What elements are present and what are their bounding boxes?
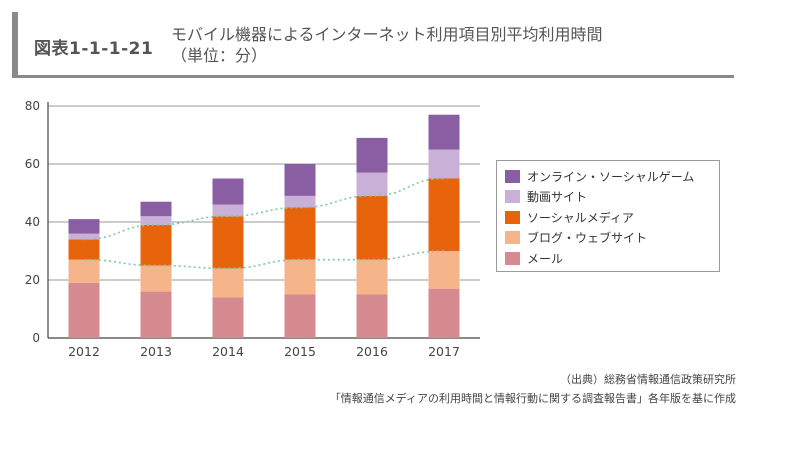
- legend-label-0: メール: [527, 251, 564, 266]
- bar-2012-series-2: [68, 239, 100, 260]
- bar-2016-series-0: [356, 294, 388, 338]
- y-tick-label-20: 20: [25, 273, 40, 287]
- legend-item-1: ブログ・ウェブサイト: [505, 228, 719, 249]
- bar-2015-series-1: [284, 259, 316, 295]
- bar-2013-series-3: [140, 216, 172, 225]
- bar-2017-series-0: [428, 288, 460, 338]
- bar-2017-series-4: [428, 114, 460, 150]
- trend-line-1: [83, 177, 445, 241]
- trend-line-0: [83, 250, 445, 270]
- legend-label-2: ソーシャルメディア: [527, 210, 634, 225]
- source-line-1: （出典）総務省情報通信政策研究所: [560, 373, 736, 386]
- bar-2014-series-3: [212, 204, 244, 217]
- bar-2016-series-2: [356, 195, 388, 260]
- bar-2012-series-4: [68, 219, 100, 234]
- legend-swatch-4: [505, 169, 520, 183]
- legend-item-2: ソーシャルメディア: [505, 207, 719, 228]
- bar-2015-series-0: [284, 294, 316, 338]
- bar-2013-series-0: [140, 291, 172, 338]
- x-tick-label-2013: 2013: [140, 344, 172, 359]
- y-tick-label-60: 60: [25, 157, 40, 171]
- x-tick-label-2016: 2016: [356, 344, 388, 359]
- bar-2013-series-2: [140, 224, 172, 266]
- bar-2014-series-4: [212, 178, 244, 205]
- bar-2014-series-0: [212, 297, 244, 338]
- figure-number: 図表1-1-1-21: [34, 39, 154, 59]
- figure-title-unit: （単位：分）: [171, 46, 268, 65]
- source-note: （出典）総務省情報通信政策研究所 「情報通信メディアの利用時間と情報行動に関する…: [330, 370, 736, 408]
- bar-2015-series-4: [284, 164, 316, 196]
- x-tick-label-2017: 2017: [428, 344, 460, 359]
- bar-2014-series-2: [212, 216, 244, 269]
- chart-legend: オンライン・ソーシャルゲーム 動画サイトソーシャルメディア ブログ・ウェブサイト メー…: [496, 160, 720, 272]
- bar-2016-series-4: [356, 137, 388, 173]
- x-tick-label-2014: 2014: [212, 344, 244, 359]
- bar-2014-series-1: [212, 268, 244, 298]
- bar-2012-series-0: [68, 282, 100, 338]
- bar-2017-series-1: [428, 251, 460, 289]
- legend-item-0: メール: [505, 248, 719, 269]
- y-tick-label-0: 0: [32, 331, 40, 345]
- figure-header: 図表1-1-1-21 モバイル機器によるインターネット利用項目別平均利用時間 （…: [12, 12, 734, 78]
- bar-2012-series-3: [68, 233, 100, 240]
- legend-label-1: ブログ・ウェブサイト: [527, 231, 648, 246]
- y-tick-label-40: 40: [25, 215, 40, 229]
- bar-2015-series-2: [284, 207, 316, 260]
- legend-swatch-2: [505, 210, 520, 224]
- figure-title: モバイル機器によるインターネット利用項目別平均利用時間 （単位：分）: [171, 24, 603, 66]
- legend-label-3: 動画サイト: [527, 190, 588, 205]
- figure-title-main: モバイル機器によるインターネット利用項目別平均利用時間: [171, 25, 603, 44]
- bar-2016-series-3: [356, 172, 388, 196]
- x-tick-label-2012: 2012: [68, 344, 100, 359]
- legend-swatch-0: [505, 251, 520, 265]
- source-line-2: 「情報通信メディアの利用時間と情報行動に関する調査報告書」各年版を基に作成: [329, 392, 736, 405]
- bar-2013-series-4: [140, 201, 172, 217]
- legend-label-4: オンライン・ソーシャルゲーム: [527, 169, 695, 184]
- legend-item-3: 動画サイト: [505, 187, 719, 208]
- x-tick-label-2015: 2015: [284, 344, 316, 359]
- legend-swatch-3: [505, 190, 520, 204]
- bar-2016-series-1: [356, 259, 388, 295]
- bar-2013-series-1: [140, 265, 172, 292]
- bar-2017-series-3: [428, 149, 460, 179]
- legend-swatch-1: [505, 231, 520, 245]
- bar-2017-series-2: [428, 178, 460, 251]
- y-tick-label-80: 80: [25, 99, 40, 113]
- legend-item-4: オンライン・ソーシャルゲーム: [505, 166, 719, 187]
- bar-2012-series-1: [68, 259, 100, 283]
- bar-2015-series-3: [284, 195, 316, 208]
